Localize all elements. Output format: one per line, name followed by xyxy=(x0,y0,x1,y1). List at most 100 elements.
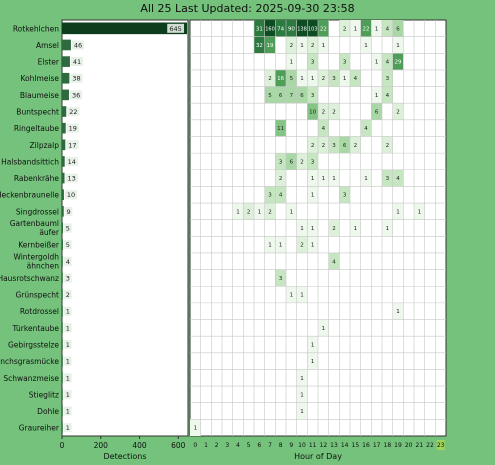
x-tick-label: 600 xyxy=(171,441,186,450)
hour-tick-label: 10 xyxy=(298,442,306,449)
heatmap-cell-label: 1 xyxy=(396,209,400,215)
heatmap-cell xyxy=(392,36,404,54)
heatmap-cell-label: 2 xyxy=(300,243,304,249)
data-label-box xyxy=(65,173,78,183)
heatmap-cell-label: 1 xyxy=(300,392,304,398)
data-label-box xyxy=(64,323,72,333)
heatmap-cell-label: 1 xyxy=(300,43,304,49)
heatmap-cell-label: 2 xyxy=(386,143,390,149)
hour-tick-label: 11 xyxy=(309,442,317,449)
heatmap-cell xyxy=(318,36,329,54)
data-label-box xyxy=(64,273,72,283)
data-label-box xyxy=(64,206,73,216)
heatmap-cell-label: 3 xyxy=(386,176,390,182)
heatmap-cell-label: 6 xyxy=(375,110,379,116)
data-label-box xyxy=(67,107,80,117)
heatmap-cell-label: 32 xyxy=(256,43,263,49)
heatmap-cell-label: 1 xyxy=(290,60,294,66)
heatmap-cell-label: 29 xyxy=(395,60,402,66)
category-label: Blaumeise xyxy=(20,91,59,100)
data-label: 17 xyxy=(68,141,76,149)
heatmap-cell xyxy=(307,169,318,187)
category-label: Rotkehlchen xyxy=(13,24,59,33)
heatmap-cell-label: 2 xyxy=(396,110,400,116)
heatmap-cell xyxy=(382,86,393,104)
heatmap-cell xyxy=(328,103,340,120)
heatmap-cell-label: 3 xyxy=(386,76,390,82)
heatmap-cell xyxy=(296,69,308,87)
bar xyxy=(62,405,63,417)
heatmap-cell-label: 1 xyxy=(311,226,315,232)
heatmap-cell xyxy=(307,186,318,204)
data-label: 1 xyxy=(66,374,70,382)
heatmap-cell xyxy=(264,20,276,37)
heatmap-cell xyxy=(296,286,308,303)
data-label-box xyxy=(64,356,72,366)
category-label: Rabenkrähe xyxy=(14,174,60,183)
heatmap-cell xyxy=(360,20,372,37)
heatmap-cell-label: 1 xyxy=(300,226,304,232)
heatmap-cell-label: 31 xyxy=(256,26,263,32)
heatmap-cell xyxy=(254,20,265,37)
data-label: 36 xyxy=(72,91,80,99)
heatmap-cell xyxy=(307,136,318,154)
heatmap-cell xyxy=(264,86,276,104)
x-tick-label: 0 xyxy=(60,441,65,450)
heatmap-cell xyxy=(318,169,329,187)
heatmap-cell-label: 3 xyxy=(343,193,347,199)
heatmap-cell xyxy=(286,153,297,170)
data-label: 41 xyxy=(73,58,81,66)
category-label: äufer xyxy=(39,228,60,237)
data-label-box xyxy=(64,373,72,383)
heatmap-cell xyxy=(382,136,393,154)
heatmap-cell xyxy=(307,69,318,87)
hour-tick-label: 17 xyxy=(373,442,381,449)
heatmap-cell-label: 1 xyxy=(268,243,272,249)
heatmap-cell-label: 2 xyxy=(290,43,294,49)
heatmap-cell-label: 1 xyxy=(364,176,368,182)
heatmap-cell-label: 1 xyxy=(375,60,379,66)
heatmap-cell-label: 1 xyxy=(364,43,368,49)
heatmap-cell xyxy=(307,219,318,237)
x-axis-label: Detections xyxy=(103,452,146,461)
heatmap-cell-label: 1 xyxy=(300,409,304,415)
data-label-box xyxy=(64,290,72,300)
hour-tick-label: 15 xyxy=(352,442,360,449)
heatmap-cell xyxy=(328,252,340,270)
hour-tick-label: 7 xyxy=(268,442,272,449)
heatmap-cell xyxy=(264,69,276,87)
heatmap-cell-label: 2 xyxy=(279,176,283,182)
category-label: Buntspecht xyxy=(16,108,59,117)
hour-tick-label: 1 xyxy=(204,442,208,449)
heatmap-cell xyxy=(328,219,340,237)
category-label: Türkentaube xyxy=(12,324,60,333)
heatmap-cell xyxy=(392,20,404,37)
heatmap-cell xyxy=(318,20,329,37)
category-label: Zilpzalp xyxy=(30,141,60,150)
bar xyxy=(62,372,63,384)
heatmap-cell xyxy=(382,53,393,70)
bar xyxy=(62,389,63,400)
bar xyxy=(62,272,63,284)
data-label: 1 xyxy=(66,308,70,316)
heatmap-cell xyxy=(318,119,329,137)
category-label: Schwanzmeise xyxy=(3,374,59,383)
category-label: Stieglitz xyxy=(29,390,59,399)
hour-tick-label: 4 xyxy=(236,442,240,449)
bar xyxy=(62,422,63,433)
category-label: Gartenbauml xyxy=(10,219,59,228)
heatmap-cell xyxy=(307,86,318,104)
heatmap-cell xyxy=(350,136,361,154)
bar xyxy=(62,89,69,101)
bar-plot-area xyxy=(61,19,189,437)
heatmap-cell-label: 1 xyxy=(375,93,379,99)
heatmap-cell-label: 4 xyxy=(386,26,390,32)
heatmap-cell-label: 1 xyxy=(418,209,422,215)
heatmap-cell-label: 4 xyxy=(364,126,368,132)
bar xyxy=(62,22,188,35)
data-label-box xyxy=(64,339,72,349)
data-label: 1 xyxy=(66,341,70,349)
hour-tick-label: 14 xyxy=(341,442,349,449)
bar xyxy=(62,139,66,151)
